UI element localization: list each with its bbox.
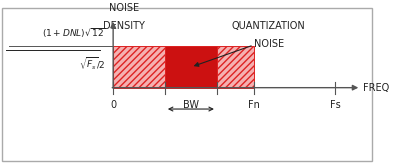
Text: QUANTIZATION: QUANTIZATION	[232, 21, 305, 30]
Text: NOISE: NOISE	[253, 39, 284, 49]
Bar	[113, 46, 254, 88]
Text: BW: BW	[183, 100, 199, 110]
Text: Fs: Fs	[330, 100, 341, 110]
Text: 0: 0	[110, 100, 116, 110]
Text: FREQ: FREQ	[363, 83, 389, 93]
Text: DENSITY: DENSITY	[103, 21, 145, 31]
Text: $(1 + DNL)\sqrt{12}$: $(1 + DNL)\sqrt{12}$	[42, 27, 106, 40]
Text: Fn: Fn	[248, 100, 260, 110]
Text: NOISE: NOISE	[109, 3, 139, 13]
Text: $\sqrt{F_s}/2$: $\sqrt{F_s}/2$	[79, 56, 106, 72]
Bar	[165, 46, 217, 88]
